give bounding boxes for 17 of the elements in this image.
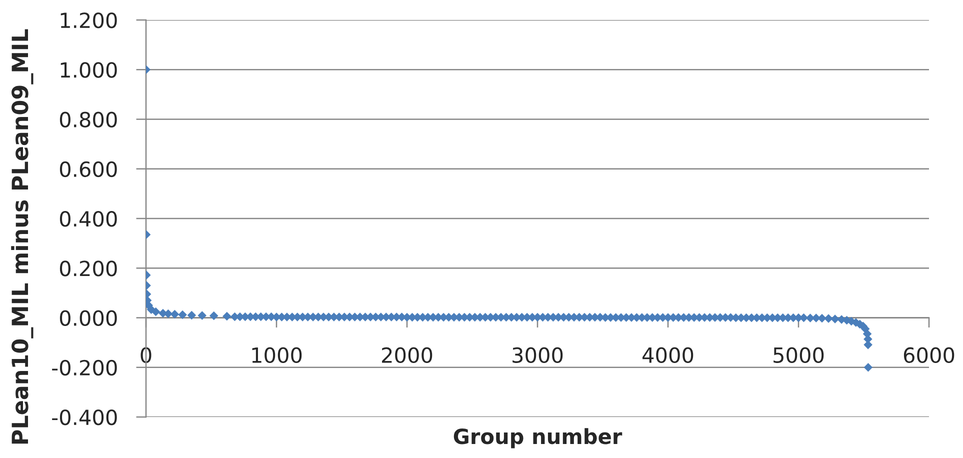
x-tick-label: 5000 bbox=[774, 347, 824, 364]
y-tick-label: 0.200 bbox=[60, 260, 117, 276]
x-tick-label: 3000 bbox=[512, 347, 563, 364]
y-tick-label: 0.000 bbox=[60, 310, 117, 326]
x-axis-title: Group number bbox=[454, 428, 622, 448]
y-tick-label: 1.000 bbox=[60, 62, 117, 78]
y-tick-label: 0.600 bbox=[60, 161, 117, 178]
y-tick-label: 0.800 bbox=[60, 112, 117, 128]
y-tick-label: 1.200 bbox=[60, 12, 117, 28]
y-axis-title: PLean10_MIL minus PLean09_MIL bbox=[11, 29, 34, 444]
y-tick-label: -0.200 bbox=[52, 360, 117, 376]
x-tick-label: 1000 bbox=[252, 347, 302, 364]
x-tick-label: 2000 bbox=[382, 347, 432, 364]
y-tick-label: -0.400 bbox=[52, 409, 117, 426]
x-tick-label: 6000 bbox=[904, 347, 954, 364]
y-tick-label: 0.400 bbox=[60, 210, 117, 227]
x-tick-label: 4000 bbox=[642, 347, 694, 364]
